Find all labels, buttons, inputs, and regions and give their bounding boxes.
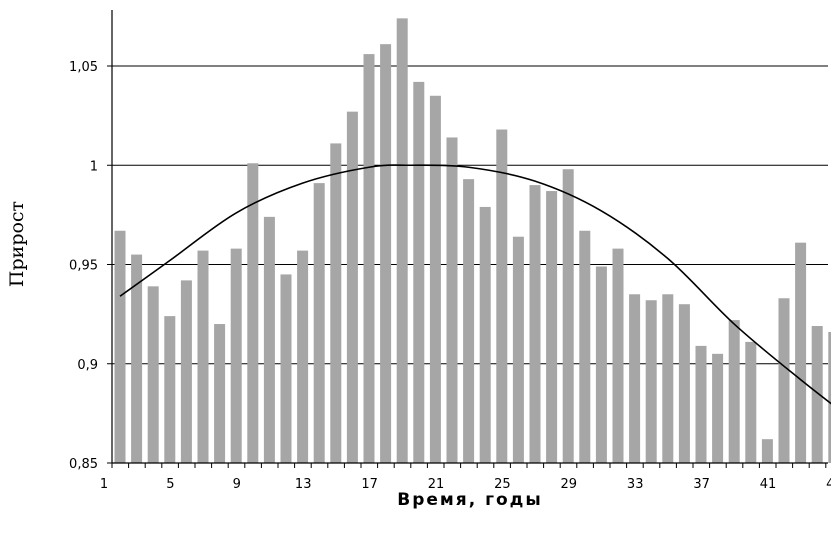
x-tick-label: 17: [361, 477, 378, 492]
bar: [761, 439, 773, 463]
bar: [496, 129, 508, 463]
bar: [795, 242, 807, 463]
bar: [197, 250, 209, 463]
y-tick-label: 1,05: [69, 60, 98, 75]
bar: [346, 111, 358, 463]
bar: [645, 300, 657, 463]
y-tick-label: 0,95: [69, 259, 98, 274]
axes: [107, 10, 828, 468]
bar: [479, 206, 491, 463]
bar: [745, 341, 757, 463]
bar: [247, 163, 259, 463]
y-axis-label: Прирост: [6, 201, 28, 287]
bar: [562, 169, 574, 463]
bar: [147, 286, 159, 463]
bar: [828, 331, 831, 463]
bar: [363, 54, 375, 464]
bar: [446, 137, 458, 463]
bar: [612, 248, 624, 463]
y-tick-label: 0,85: [69, 457, 98, 472]
x-tick-label: 13: [295, 477, 312, 492]
bar: [546, 191, 558, 463]
bar: [595, 266, 607, 463]
bar: [512, 236, 524, 463]
bar: [380, 44, 392, 463]
bar: [280, 274, 292, 463]
bars: [114, 18, 831, 464]
bar: [330, 143, 342, 464]
y-tick-labels: 0,85 0,9 0,95 1 1,05: [69, 60, 98, 472]
bar: [712, 353, 724, 463]
x-tick-label: 25: [494, 477, 511, 492]
x-axis-label: Время, годы: [397, 490, 543, 510]
bar: [180, 280, 192, 463]
bar: [629, 294, 641, 463]
x-tick-label: 33: [627, 477, 644, 492]
x-tick-label: 1: [100, 477, 108, 492]
bar: [413, 81, 425, 463]
bar: [214, 324, 226, 463]
bar: [164, 316, 176, 463]
bar: [695, 345, 707, 463]
x-tick-label: 37: [693, 477, 710, 492]
x-tick-label: 29: [561, 477, 578, 492]
bar: [579, 230, 591, 463]
bar: [263, 216, 275, 463]
bar: [778, 298, 790, 463]
bar: [114, 230, 126, 463]
x-tick-labels: 1 5 9 13 17 21 25 29 33 37 41 45: [100, 477, 831, 492]
bar: [662, 294, 674, 463]
bar: [131, 254, 143, 463]
trendline: [119, 164, 831, 405]
x-tick-label: 21: [428, 477, 445, 492]
y-tick-label: 1: [90, 159, 98, 174]
x-tick-label: 9: [233, 477, 241, 492]
bar: [529, 185, 541, 463]
bar: [313, 183, 325, 464]
bar: [230, 248, 242, 463]
bar: [396, 18, 408, 464]
bar: [678, 304, 690, 463]
bar: [463, 179, 475, 463]
x-tick-label: 41: [760, 477, 777, 492]
bar: [811, 326, 823, 463]
bar: [297, 250, 309, 463]
y-tick-label: 0,9: [77, 358, 98, 373]
bar: [728, 320, 740, 463]
x-tick-label: 5: [166, 477, 174, 492]
x-tick-label: 45: [826, 477, 831, 492]
bar: [429, 95, 441, 464]
